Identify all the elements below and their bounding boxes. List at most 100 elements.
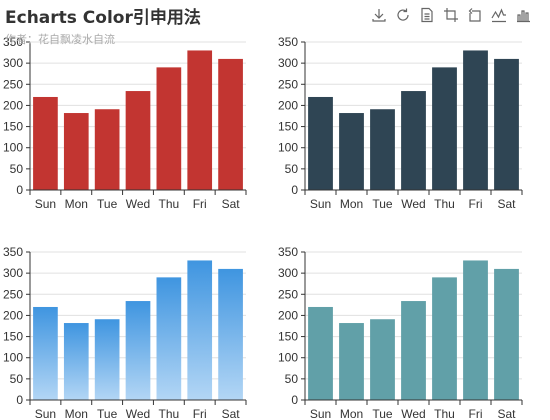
bar-sat[interactable] (494, 268, 519, 400)
bar-mon[interactable] (63, 323, 89, 400)
x-tick-label: Wed (401, 197, 425, 211)
x-tick-label: Sun (310, 407, 331, 420)
x-tick-label: Fri (469, 197, 483, 211)
y-tick-label: 300 (3, 266, 23, 280)
y-tick-label: 150 (3, 120, 23, 134)
bar-mon[interactable] (339, 113, 364, 190)
y-tick-label: 100 (3, 351, 23, 365)
x-tick-label: Sun (35, 407, 56, 420)
data-view-icon[interactable] (418, 6, 436, 24)
line-chart-icon[interactable] (490, 6, 508, 24)
bar-wed[interactable] (401, 91, 426, 190)
y-tick-label: 350 (278, 35, 298, 49)
x-tick-label: Mon (65, 197, 88, 211)
x-tick-label: Sun (310, 197, 331, 211)
zoom-reset-icon[interactable] (466, 6, 484, 24)
bar-tue[interactable] (94, 319, 120, 400)
y-tick-label: 150 (3, 330, 23, 344)
bar-sun[interactable] (308, 306, 333, 400)
page-subtitle: 作者：花自飘凌水自流 (5, 33, 115, 46)
bar-tue[interactable] (94, 109, 120, 190)
y-tick-label: 100 (278, 351, 298, 365)
bar-chart-3: 0 50 100 150 200 250 300 350 Sun Mon Tue Wed Thu Fri S… (3, 245, 247, 420)
x-tick-label: Wed (126, 407, 150, 420)
bar-tue[interactable] (370, 109, 395, 190)
bar-wed[interactable] (125, 301, 151, 400)
x-tick-label: Mon (340, 197, 363, 211)
x-tick-label: Sat (222, 407, 241, 420)
y-tick-label: 200 (3, 308, 23, 322)
bar-tue[interactable] (370, 319, 395, 400)
bar-wed[interactable] (401, 301, 426, 400)
y-tick-label: 50 (10, 162, 24, 176)
bar-chart-icon[interactable] (514, 6, 532, 24)
bar-chart-1: 0 50 100 150 200 250 300 350 Sun Mon Tue Wed Thu Fri S… (3, 35, 247, 211)
x-tick-label: Fri (193, 197, 207, 211)
y-tick-label: 250 (3, 287, 23, 301)
x-tick-label: Sat (497, 197, 516, 211)
y-tick-label: 300 (3, 56, 23, 70)
bar-thu[interactable] (432, 277, 457, 400)
bar-fri[interactable] (463, 260, 488, 400)
y-tick-label: 200 (3, 98, 23, 112)
bar-fri[interactable] (187, 260, 213, 400)
bar-chart-2: 0 50 100 150 200 250 300 350 Sun Mon Tue Wed Thu Fri S… (278, 35, 523, 211)
y-tick-label: 250 (278, 287, 298, 301)
bar-chart-4: 0 50 100 150 200 250 300 350 Sun Mon Tue Wed Thu Fri S… (278, 245, 523, 420)
bar-sat[interactable] (218, 58, 243, 190)
x-tick-label: Tue (372, 197, 393, 211)
y-tick-label: 50 (285, 372, 299, 386)
bar-sat[interactable] (494, 58, 519, 190)
x-tick-label: Thu (434, 197, 455, 211)
x-tick-label: Wed (401, 407, 425, 420)
y-tick-label: 350 (3, 35, 23, 49)
bar-fri[interactable] (187, 50, 213, 191)
restore-icon[interactable] (394, 6, 412, 24)
bar-sat[interactable] (218, 268, 243, 400)
y-tick-label: 0 (16, 183, 23, 197)
y-tick-label: 200 (278, 308, 298, 322)
x-tick-label: Thu (159, 197, 180, 211)
y-tick-label: 100 (278, 141, 298, 155)
bar-thu[interactable] (156, 67, 182, 190)
bar-thu[interactable] (156, 277, 182, 400)
x-tick-label: Fri (469, 407, 483, 420)
save-image-icon[interactable] (370, 6, 388, 24)
x-tick-label: Sat (222, 197, 241, 211)
y-tick-label: 350 (3, 245, 23, 259)
y-tick-label: 200 (278, 98, 298, 112)
y-tick-label: 150 (278, 120, 298, 134)
y-tick-label: 250 (278, 77, 298, 91)
bar-thu[interactable] (432, 67, 457, 190)
bar-fri[interactable] (463, 50, 488, 191)
x-tick-label: Sat (497, 407, 516, 420)
x-tick-label: Wed (126, 197, 150, 211)
bar-sun[interactable] (33, 306, 58, 400)
x-tick-label: Thu (159, 407, 180, 420)
y-tick-label: 250 (3, 77, 23, 91)
bar-wed[interactable] (125, 91, 151, 190)
x-tick-label: Tue (372, 407, 393, 420)
x-tick-label: Fri (193, 407, 207, 420)
x-tick-label: Mon (65, 407, 88, 420)
bar-mon[interactable] (339, 323, 364, 400)
zoom-icon[interactable] (442, 6, 460, 24)
x-tick-label: Tue (97, 197, 118, 211)
bar-sun[interactable] (33, 96, 58, 190)
y-tick-label: 300 (278, 56, 298, 70)
y-tick-label: 350 (278, 245, 298, 259)
x-tick-label: Mon (340, 407, 363, 420)
x-tick-label: Sun (35, 197, 56, 211)
x-tick-label: Thu (434, 407, 455, 420)
bar-mon[interactable] (63, 113, 89, 190)
y-tick-label: 0 (291, 183, 298, 197)
y-tick-label: 150 (278, 330, 298, 344)
y-tick-label: 300 (278, 266, 298, 280)
page-title: Echarts Color引申用法 (5, 8, 201, 28)
y-tick-label: 50 (285, 162, 299, 176)
y-tick-label: 0 (291, 393, 298, 407)
y-tick-label: 50 (10, 372, 24, 386)
bar-sun[interactable] (308, 96, 333, 190)
x-tick-label: Tue (97, 407, 118, 420)
